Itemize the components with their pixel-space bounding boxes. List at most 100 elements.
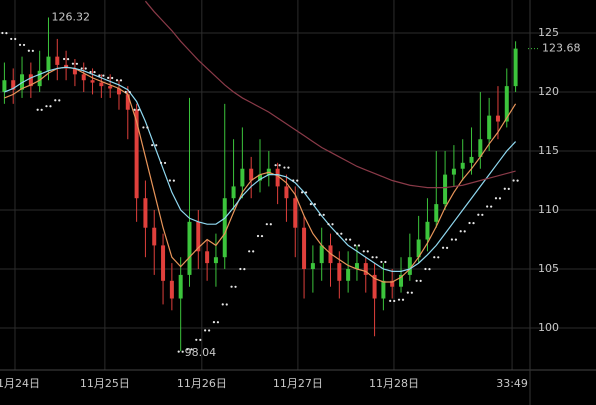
candle-body	[125, 94, 130, 110]
candle-body	[302, 227, 307, 270]
candle-body	[390, 280, 395, 287]
sar-dot	[516, 179, 519, 182]
high-annotation: 126.32	[51, 10, 90, 23]
sar-dot	[340, 232, 343, 235]
sar-dot	[292, 179, 295, 182]
sar-dot	[71, 62, 75, 65]
sar-dot	[459, 230, 462, 233]
candle-body	[478, 139, 483, 157]
candle-body	[90, 80, 95, 83]
candle-body	[284, 186, 289, 199]
sar-dot	[260, 234, 264, 238]
candle-body	[108, 86, 113, 89]
sar-dot	[486, 205, 489, 208]
sar-dot	[58, 99, 61, 102]
candle-body	[258, 174, 262, 181]
candle-body	[143, 198, 148, 228]
candle-body	[152, 227, 157, 246]
sar-dot	[410, 291, 413, 294]
sar-dot	[124, 90, 127, 94]
y-tick-label: 125	[538, 26, 559, 39]
sar-dot	[111, 76, 114, 80]
sar-dot	[397, 298, 401, 301]
sar-dot	[208, 329, 211, 332]
candle-body	[187, 221, 192, 275]
sar-dot	[212, 320, 216, 324]
x-tick-label: 11月26日	[177, 377, 227, 390]
x-tick-label: 11月24日	[0, 377, 40, 390]
sar-dot	[190, 348, 193, 351]
sar-dot	[80, 67, 83, 70]
candle-body	[310, 263, 315, 270]
sar-dot	[14, 37, 17, 41]
candle-body	[363, 263, 368, 275]
candle-body	[161, 245, 166, 281]
candle-body	[425, 221, 430, 240]
sar-dot	[115, 79, 119, 82]
candle-body	[372, 274, 377, 299]
candle-body	[346, 269, 351, 281]
sar-dot	[300, 191, 304, 194]
sar-dot	[36, 108, 39, 111]
sar-dot	[133, 108, 136, 111]
sar-dot	[216, 321, 220, 324]
sar-dot	[274, 164, 277, 167]
sar-dot	[437, 256, 440, 259]
sar-dot	[463, 230, 466, 233]
candle-body	[205, 251, 210, 264]
candle-body	[2, 80, 7, 93]
candle-body	[354, 263, 359, 270]
sar-dot	[168, 179, 171, 182]
sar-dot	[375, 256, 378, 259]
candle-body	[196, 221, 201, 252]
sar-dot	[151, 144, 154, 147]
sar-dot	[128, 91, 131, 94]
candle-body	[81, 74, 86, 81]
y-tick-label: 120	[538, 85, 559, 98]
sar-dot	[252, 250, 255, 253]
sar-dot	[472, 221, 475, 225]
low-annotation: 98.04	[185, 346, 217, 359]
sar-dot	[49, 105, 52, 108]
sar-dot	[313, 203, 316, 206]
y-tick-label: 115	[538, 144, 559, 157]
candle-body	[319, 245, 324, 264]
sar-dot	[142, 126, 145, 129]
candle-body	[487, 115, 492, 140]
sar-dot	[366, 250, 369, 253]
sar-dot	[384, 260, 387, 264]
sar-dot	[75, 62, 79, 65]
candle-body	[337, 263, 342, 281]
sar-dot	[424, 267, 427, 271]
sar-dot	[163, 161, 167, 165]
candle-body	[46, 56, 51, 71]
sar-dot	[225, 303, 228, 306]
sar-dot	[265, 223, 268, 226]
candle-body	[504, 86, 509, 122]
sar-dot	[362, 250, 365, 253]
sar-dot	[322, 213, 325, 216]
sar-dot	[172, 179, 175, 182]
sar-dot	[406, 291, 409, 294]
moving-average-line	[4, 66, 517, 272]
sar-dot	[204, 329, 207, 332]
candle-body	[240, 168, 245, 187]
sar-dot	[304, 191, 308, 194]
sar-dot	[248, 250, 251, 253]
sar-dot	[454, 238, 457, 241]
sar-dot	[507, 187, 510, 190]
x-tick-label: 33:49	[496, 377, 528, 390]
sar-dot	[221, 303, 224, 306]
candle-body	[249, 168, 254, 181]
sar-dot	[18, 43, 22, 46]
sar-dot	[419, 279, 422, 283]
sar-dot	[93, 70, 96, 74]
sar-dot	[195, 338, 198, 341]
sar-dot	[494, 197, 498, 200]
sar-dot	[5, 32, 8, 35]
sar-dot	[327, 223, 330, 226]
sar-dot	[498, 197, 502, 200]
sar-dot	[441, 246, 445, 249]
candle-body	[116, 88, 121, 95]
sar-dot	[159, 161, 163, 164]
